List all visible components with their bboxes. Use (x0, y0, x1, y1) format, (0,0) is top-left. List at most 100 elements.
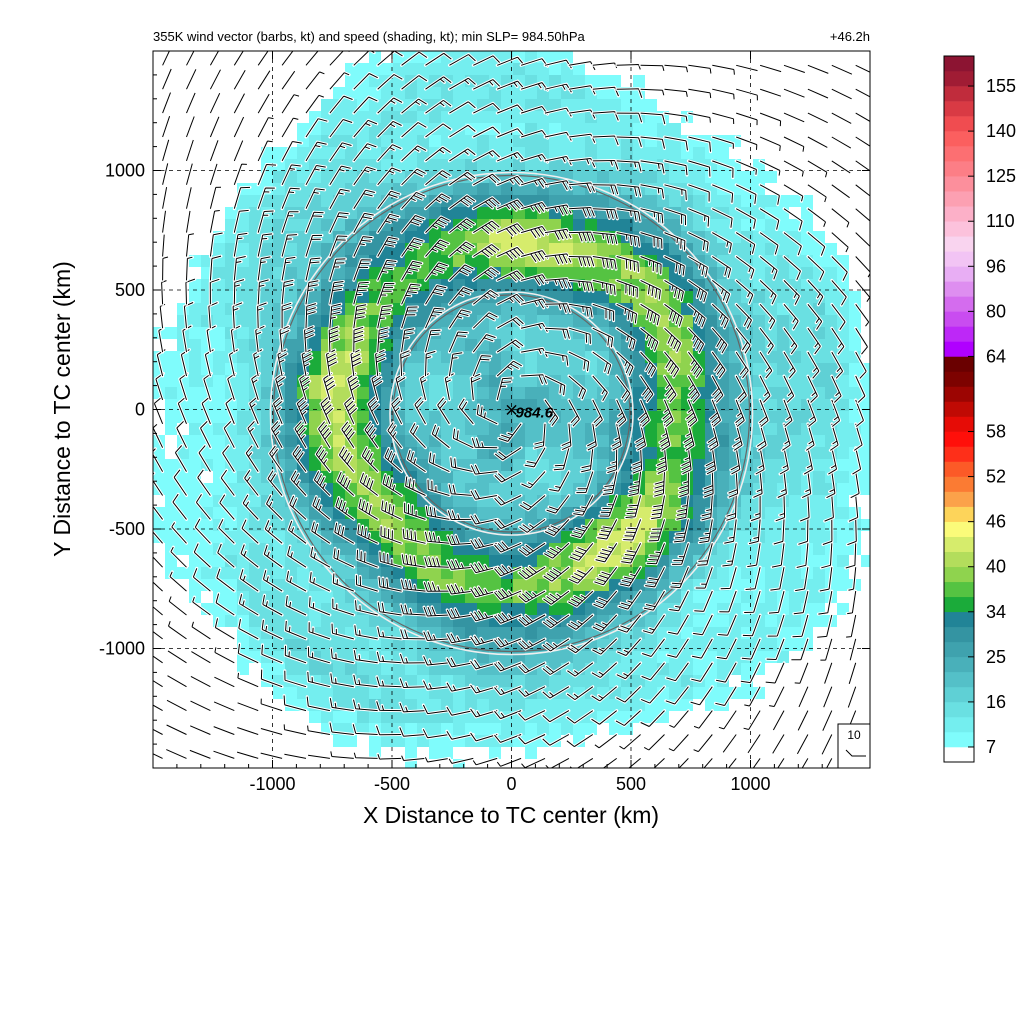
shading-cell (561, 531, 574, 544)
shading-cell (717, 591, 730, 604)
shading-cell (837, 591, 850, 604)
shading-cell (309, 591, 322, 604)
shading-cell (525, 63, 538, 76)
shading-cell (597, 99, 610, 112)
shading-cell (513, 747, 526, 760)
shading-cell (705, 651, 718, 664)
shading-cell (525, 747, 538, 760)
range-ring (272, 174, 751, 653)
shading-cell (201, 711, 214, 724)
shading-cell (669, 567, 682, 580)
wind-barb (167, 675, 187, 688)
shading-cell (681, 627, 694, 640)
shading-cell (501, 747, 514, 760)
shading-cell (453, 423, 466, 436)
shading-cell (345, 51, 358, 64)
shading-cell (405, 543, 418, 556)
shading-cell (453, 255, 466, 268)
shading-cell (705, 627, 718, 640)
shading-cell (213, 447, 226, 460)
shading-cell (333, 591, 346, 604)
shading-cell (777, 75, 790, 88)
shading-cell (549, 363, 562, 376)
shading-cell (153, 51, 166, 64)
shading-cell (621, 219, 634, 232)
shading-cell (201, 447, 214, 460)
shading-cell (489, 675, 502, 688)
shading-cell (801, 75, 814, 88)
shading-cell (285, 411, 298, 424)
shading-cell (657, 171, 670, 184)
shading-cell (357, 339, 370, 352)
shading-cell (657, 147, 670, 160)
shading-cell (309, 411, 322, 424)
shading-cell (573, 123, 586, 136)
shading-cell (765, 627, 778, 640)
shading-cell (489, 279, 502, 292)
shading-cell (669, 435, 682, 448)
shading-cell (237, 327, 250, 340)
shading-cell (201, 579, 214, 592)
shading-cell (837, 99, 850, 112)
shading-cell (453, 87, 466, 100)
shading-cell (693, 495, 706, 508)
shading-cell (789, 507, 802, 520)
shading-cell (153, 759, 166, 768)
shading-cell (273, 315, 286, 328)
shading-cell (177, 603, 190, 616)
wind-barb (220, 469, 235, 496)
shading-cell (177, 51, 190, 64)
shading-cell (273, 711, 286, 724)
shading-cell (549, 243, 562, 256)
shading-cell (549, 675, 562, 688)
wind-barb (214, 647, 235, 664)
wind-barb (260, 669, 283, 688)
wind-barb (257, 187, 275, 209)
shading-cell (213, 759, 226, 768)
shading-cell (669, 459, 682, 472)
shading-cell (393, 171, 406, 184)
shading-cell (717, 735, 730, 748)
shading-cell (861, 615, 870, 628)
shading-cell (357, 387, 370, 400)
shading-cell (741, 495, 754, 508)
shading-cell (729, 627, 742, 640)
shading-cell (777, 699, 790, 712)
shading-cell (489, 615, 502, 628)
shading-cell (669, 423, 682, 436)
shading-cell (789, 567, 802, 580)
shading-cell (525, 363, 538, 376)
shading-cell (381, 87, 394, 100)
wind-barb (162, 51, 170, 66)
shading-cell (633, 51, 646, 64)
shading-cell (273, 567, 286, 580)
wind-barb (209, 116, 220, 138)
shading-cell (261, 351, 274, 364)
shading-cell (513, 399, 526, 412)
wind-barb (169, 571, 187, 592)
shading-cell (261, 435, 274, 448)
shading-cell (729, 363, 742, 376)
shading-cell (801, 267, 814, 280)
shading-cell (429, 639, 442, 652)
shading-cell (489, 351, 502, 364)
shading-cell (333, 411, 346, 424)
shading-cell (237, 735, 250, 748)
wind-barb (194, 518, 211, 544)
shading-cell (165, 735, 178, 748)
shading-cell (357, 759, 370, 768)
shading-cell (225, 615, 238, 628)
shading-cell (789, 51, 802, 64)
shading-cell (321, 75, 334, 88)
shading-cell (321, 255, 334, 268)
wind-barb (186, 210, 191, 233)
shading-cell (609, 123, 622, 136)
shading-cell (789, 543, 802, 556)
shading-cell (585, 723, 598, 736)
shading-cell (429, 591, 442, 604)
shading-cell (693, 123, 706, 136)
shading-cell (561, 759, 574, 768)
shading-cell (189, 423, 202, 436)
shading-cell (621, 99, 634, 112)
shading-cell (681, 195, 694, 208)
